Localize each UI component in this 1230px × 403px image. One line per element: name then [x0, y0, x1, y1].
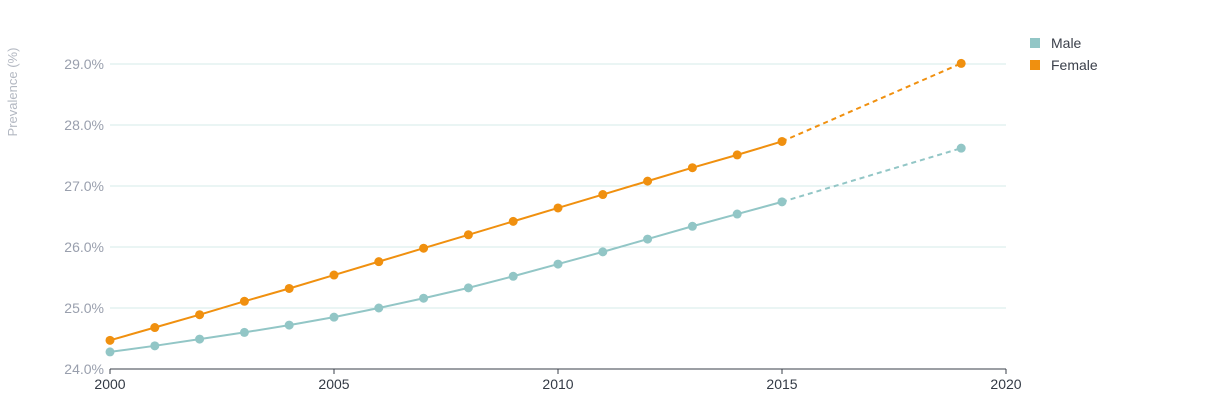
- x-tick-label: 2020: [990, 376, 1021, 392]
- data-point-male: [508, 271, 518, 281]
- data-point-female: [284, 283, 294, 293]
- projection-line-male: [781, 147, 962, 203]
- data-point-female: [150, 323, 160, 333]
- y-tick-label: 26.0%: [64, 239, 104, 255]
- x-tick-label: 2015: [766, 376, 797, 392]
- data-point-female: [329, 270, 339, 280]
- series-female: [105, 58, 966, 345]
- y-axis-title: Prevalence (%): [5, 48, 20, 137]
- data-point-female: [643, 176, 653, 186]
- data-point-female: [105, 335, 115, 345]
- y-tick-label: 24.0%: [64, 361, 104, 377]
- data-point-female: [732, 150, 742, 160]
- legend-label-female: Female: [1051, 57, 1098, 73]
- data-point-male: [598, 247, 608, 257]
- data-point-male: [643, 234, 653, 244]
- data-point-female: [195, 310, 205, 320]
- data-point-female: [419, 243, 429, 253]
- data-point-male: [732, 209, 742, 219]
- y-tick-label: 28.0%: [64, 117, 104, 133]
- axes: 24.0% 25.0% 26.0% 27.0% 28.0% 29.0% 2000 2005 20…: [64, 56, 1021, 392]
- data-point-female: [956, 58, 966, 68]
- x-tick-label: 2010: [542, 376, 573, 392]
- legend: Male Female: [1030, 35, 1098, 73]
- series-layer: [105, 58, 966, 357]
- series-line-male: [109, 200, 783, 353]
- data-point-male: [195, 334, 205, 344]
- data-point-female: [777, 136, 787, 146]
- data-point-male: [956, 143, 966, 153]
- legend-label-male: Male: [1051, 35, 1082, 51]
- x-tick-label: 2005: [318, 376, 349, 392]
- data-point-female: [598, 190, 608, 200]
- data-point-female: [508, 216, 518, 226]
- y-tick-label: 29.0%: [64, 56, 104, 72]
- gridlines: [110, 63, 1006, 309]
- data-point-male: [463, 283, 473, 293]
- data-point-male: [777, 197, 787, 207]
- data-point-male: [553, 259, 563, 269]
- data-point-male: [419, 293, 429, 303]
- legend-swatch-female: [1030, 60, 1040, 70]
- data-point-male: [284, 320, 294, 330]
- data-point-male: [329, 312, 339, 322]
- y-tick-label: 25.0%: [64, 300, 104, 316]
- data-point-female: [239, 296, 249, 306]
- data-point-male: [687, 221, 697, 231]
- data-point-male: [105, 347, 115, 357]
- data-point-female: [553, 203, 563, 213]
- y-tick-label: 27.0%: [64, 178, 104, 194]
- data-point-male: [150, 341, 160, 351]
- data-point-female: [687, 163, 697, 173]
- series-line-female: [109, 140, 783, 342]
- series-male: [105, 143, 966, 357]
- projection-line-female: [781, 62, 962, 143]
- data-point-male: [239, 327, 249, 337]
- data-point-female: [463, 230, 473, 240]
- legend-swatch-male: [1030, 38, 1040, 48]
- data-point-male: [374, 303, 384, 313]
- data-point-female: [374, 257, 384, 267]
- x-tick-label: 2000: [94, 376, 125, 392]
